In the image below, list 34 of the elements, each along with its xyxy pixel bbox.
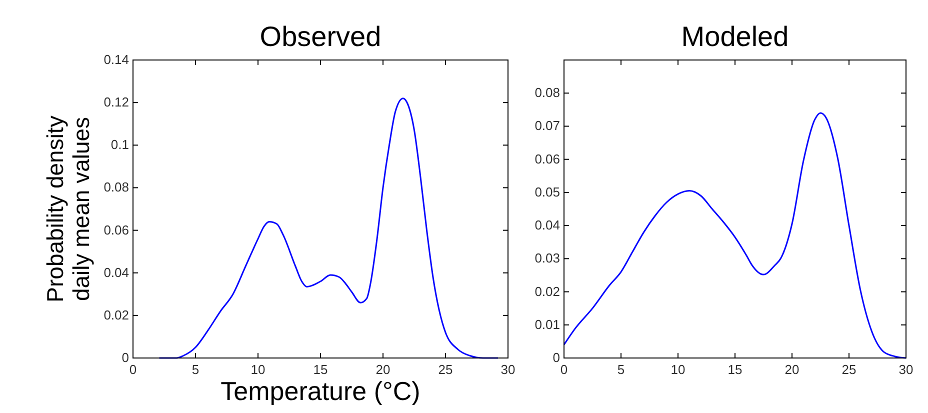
x-tick-label: 5 [617, 362, 625, 377]
line-series [158, 98, 499, 359]
y-tick-label: 0.02 [104, 307, 129, 322]
x-tick-label: 25 [842, 362, 856, 377]
x-tick-label: 15 [728, 362, 742, 377]
y-tick-label: 0.08 [104, 180, 129, 195]
y-tick-label: 0 [552, 350, 560, 365]
x-tick-label: 5 [192, 362, 200, 377]
y-tick-label: 0.04 [534, 218, 560, 233]
x-tick-label: 30 [500, 362, 516, 377]
y-tick-label: 0.01 [534, 316, 560, 332]
y-tick-label: 0.03 [534, 250, 560, 266]
x-tick-label: 10 [250, 362, 266, 377]
y-tick-label: 0.1 [110, 137, 129, 152]
x-tick-label: 15 [313, 362, 328, 377]
y-axis-title: Probability density daily mean values [42, 115, 94, 302]
x-tick-label: 30 [898, 362, 914, 377]
y-tick-label: 0.12 [104, 94, 129, 110]
y-tick-label: 0.04 [104, 264, 129, 280]
x-tick-label: 25 [438, 362, 453, 377]
y-tick-label: 0.05 [534, 184, 560, 200]
x-tick-label: 20 [784, 362, 800, 377]
y-tick-label: 0.02 [534, 284, 560, 299]
x-tick-label: 20 [376, 362, 390, 377]
line-series [563, 112, 907, 359]
y-tick-label: 0.08 [534, 85, 560, 100]
y-tick-label: 0.14 [104, 52, 129, 67]
y-tick-label: 0.06 [534, 151, 560, 166]
chart-title: Modeled [681, 21, 789, 52]
y-tick-label: 0 [122, 350, 129, 365]
x-tick-label: 10 [670, 362, 686, 377]
chart-title: Observed [260, 21, 382, 52]
y-tick-label: 0.07 [534, 118, 560, 134]
y-tick-label: 0.06 [104, 222, 129, 238]
